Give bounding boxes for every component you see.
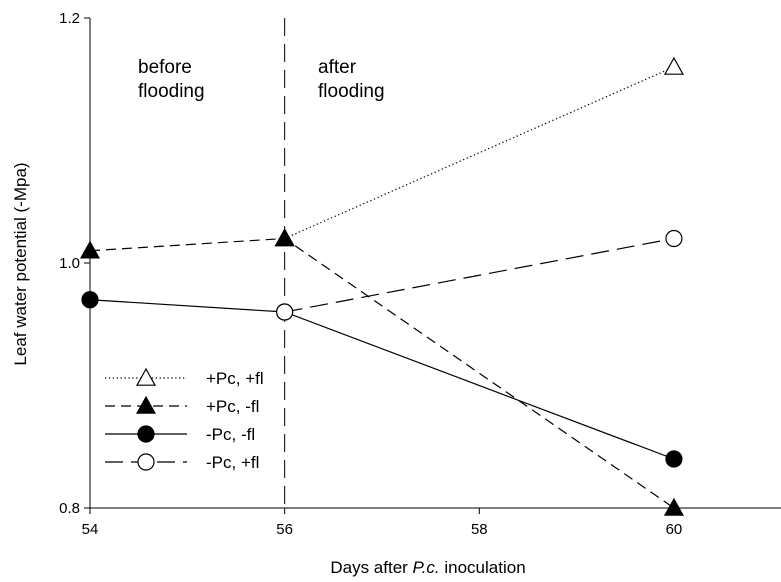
series-4-point-1 [276, 303, 294, 321]
annotation-after-flooding: after flooding [318, 57, 385, 102]
legend-marker-3 [137, 425, 155, 443]
annotation-before-flooding: before flooding [138, 57, 205, 102]
y-tick-label-1.0: 1.0 [59, 255, 80, 272]
x-axis-label: Days after P.c. inoculation [330, 558, 525, 577]
y-tick-label-1.2: 1.2 [59, 10, 80, 27]
legend-marker-1 [135, 367, 157, 386]
series-markers [79, 56, 684, 516]
y-tick-label-0.8: 0.8 [59, 500, 80, 517]
legend-label-3: -Pc, -fl [206, 425, 255, 444]
x-axis-label-suffix: inoculation [440, 558, 526, 577]
y-axis-label: Leaf water potential (-Mpa) [11, 162, 30, 365]
x-tick-label-54: 54 [82, 521, 99, 538]
series-4-line [284, 237, 675, 313]
legend: +Pc, +fl +Pc, -fl -Pc, -fl -Pc, +fl [105, 367, 264, 472]
series-3-line [89, 299, 675, 460]
legend-label-1: +Pc, +fl [206, 369, 264, 388]
series-3-point-3 [665, 450, 683, 468]
x-axis-label-prefix: Days after [330, 558, 412, 577]
legend-marker-4 [137, 453, 155, 471]
series-2-point-2 [274, 228, 295, 247]
series-lines [89, 66, 675, 509]
series-1-line [284, 66, 675, 240]
x-tick-label-56: 56 [276, 521, 293, 538]
series-2-point-3 [663, 497, 684, 516]
legend-marker-2 [135, 395, 157, 414]
x-tick-label-60: 60 [666, 521, 683, 538]
annotations: before flooding after flooding [138, 57, 385, 102]
series-3-point-1 [81, 291, 99, 309]
series-2-line [89, 237, 675, 509]
legend-label-2: +Pc, -fl [206, 397, 259, 416]
x-axis-label-italic: P.c. [413, 558, 440, 577]
ticks: 54 56 58 60 0.8 1.0 1.2 [59, 10, 682, 538]
series-1-point-2 [663, 56, 684, 75]
legend-label-4: -Pc, +fl [206, 453, 259, 472]
series-4-point-2 [665, 229, 683, 248]
series-2-point-1 [79, 240, 101, 259]
x-tick-label-58: 58 [471, 521, 488, 538]
